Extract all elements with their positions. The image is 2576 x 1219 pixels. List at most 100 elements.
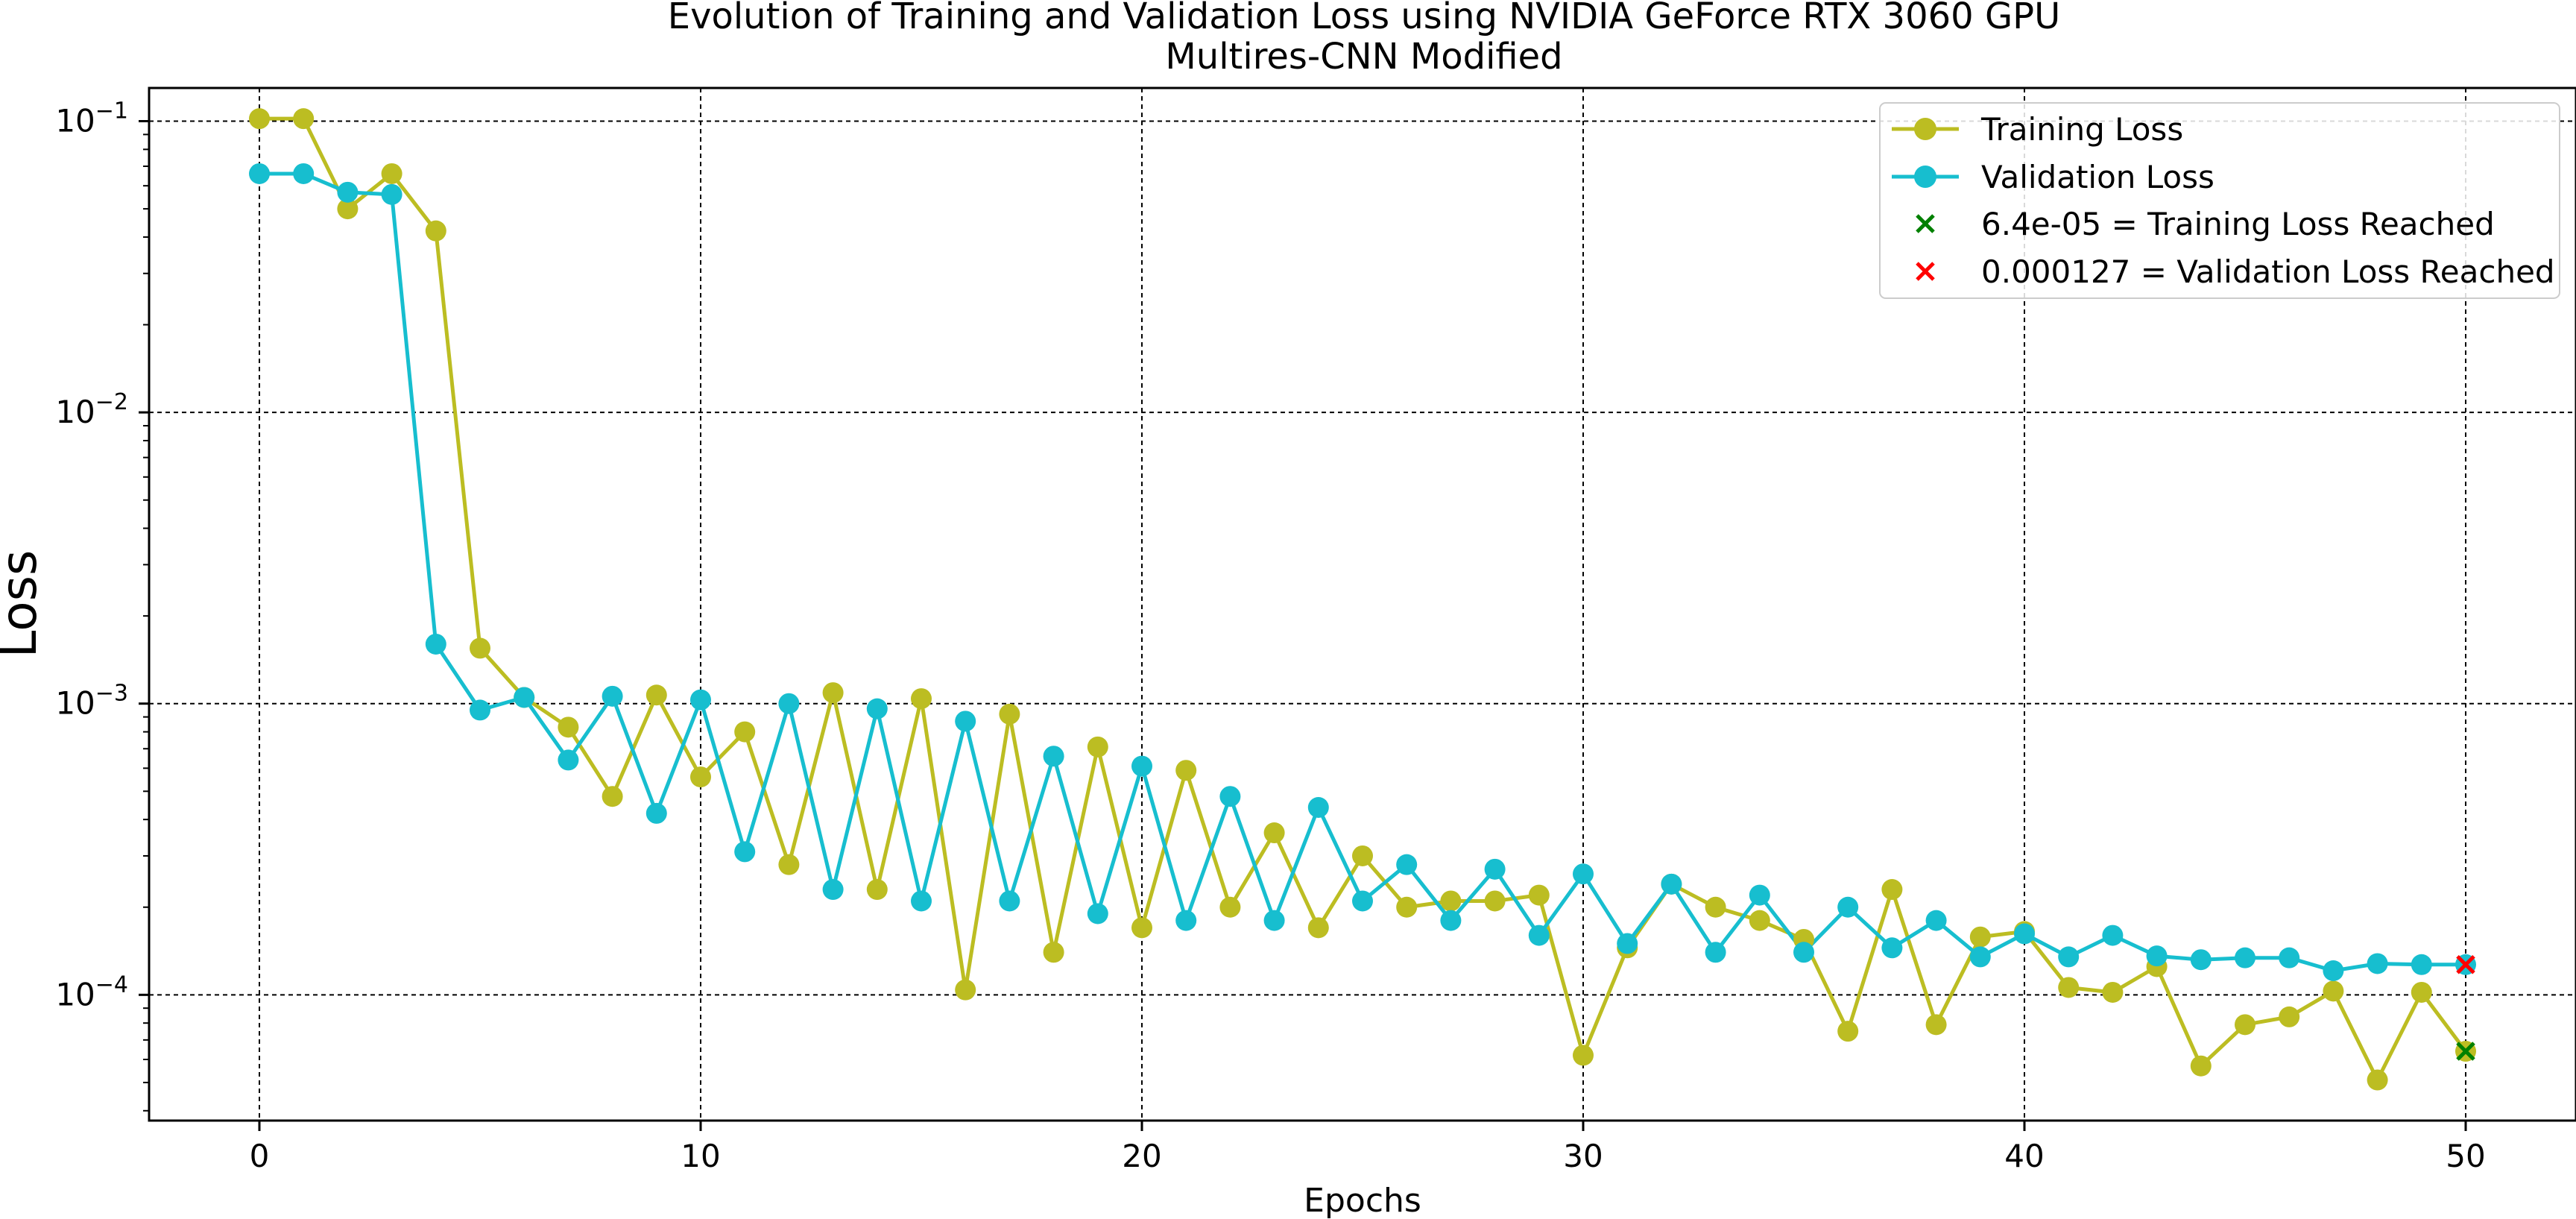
training-loss-point (1087, 736, 1108, 757)
legend-label-validation: Validation Loss (1981, 159, 2214, 195)
training-loss-point (602, 786, 623, 807)
validation-loss-point (1175, 910, 1197, 931)
chart-title: Evolution of Training and Validation Los… (668, 0, 2061, 37)
training-loss-point (1749, 910, 1770, 931)
validation-loss-point (1131, 755, 1152, 777)
legend-swatch-training-marker (1914, 118, 1936, 140)
training-loss-point (911, 688, 932, 710)
training-loss-point (1705, 896, 1726, 918)
y-axis: 10−1 10−2 10−3 10−4 (55, 98, 149, 1112)
training-loss-point (2411, 981, 2432, 1003)
training-reached-marker (2456, 1042, 2475, 1061)
validation-loss-point (1617, 933, 1638, 954)
validation-loss-point (645, 802, 667, 824)
validation-loss-point (778, 693, 800, 714)
training-loss-point (1440, 890, 1462, 912)
x-axis-label: Epochs (1304, 1182, 1421, 1219)
x-tick-label: 30 (1563, 1138, 1603, 1174)
validation-loss-point (470, 699, 490, 721)
training-loss-point (249, 108, 270, 130)
validation-loss-point (1528, 925, 1550, 946)
validation-loss-point (955, 711, 976, 732)
x-tick-label: 20 (1122, 1138, 1161, 1174)
marker-layer (2456, 955, 2475, 1061)
validation-loss-point (2279, 947, 2300, 968)
legend-box (1879, 102, 2560, 299)
x-axis: 0 10 20 30 40 50 (250, 1121, 2486, 1174)
legend-swatch-validation-reached (1916, 262, 1935, 281)
validation-loss-point (1969, 946, 1991, 968)
legend-swatch-training-reached (1916, 214, 1935, 233)
training-loss-point (1352, 845, 1373, 866)
training-loss-point (866, 879, 888, 901)
training-loss-point (381, 163, 402, 184)
validation-loss-point (2235, 947, 2255, 968)
training-loss-point (1396, 896, 1418, 918)
training-loss-point (293, 108, 315, 130)
validation-loss-point (1043, 746, 1064, 767)
validation-loss-point (1837, 896, 1859, 918)
chart-subtitle: Multires-CNN Modified (1165, 36, 1562, 78)
validation-loss-point (1263, 910, 1285, 931)
y-tick-label: 10−4 (55, 971, 128, 1012)
validation-loss-point (2102, 925, 2124, 946)
validation-loss-point (734, 841, 756, 863)
training-loss-point (2058, 977, 2080, 998)
training-loss-point (1131, 917, 1152, 939)
validation-loss-point (866, 698, 888, 719)
training-loss-point (470, 637, 490, 659)
validation-loss-point (911, 890, 932, 912)
validation-loss-point (1396, 854, 1418, 875)
training-loss-point (1573, 1045, 1594, 1066)
training-loss-point (2235, 1014, 2255, 1036)
validation-loss-point (999, 890, 1020, 912)
x-tick-label: 10 (681, 1138, 720, 1174)
training-loss-point (1175, 760, 1197, 781)
validation-reached-marker (2456, 955, 2475, 974)
training-loss-point (1307, 917, 1329, 939)
training-loss-point (2102, 981, 2124, 1003)
training-loss-point (2367, 1069, 2388, 1091)
validation-loss-point (1749, 884, 1770, 906)
validation-loss-point (1440, 910, 1462, 931)
training-loss-point (558, 716, 579, 738)
training-loss-point (1219, 896, 1241, 918)
validation-loss-point (1705, 942, 1726, 963)
training-loss-point (1484, 890, 1506, 912)
validation-loss-point (2367, 953, 2388, 974)
legend: Training Loss Validation Loss 6.4e-05 = … (1879, 102, 2560, 299)
training-loss-point (1043, 942, 1064, 963)
validation-loss-point (2323, 960, 2344, 981)
grid (149, 88, 2576, 1121)
validation-loss-point (690, 689, 711, 711)
legend-label-training: Training Loss (1980, 111, 2183, 148)
validation-loss-point (425, 633, 446, 655)
y-axis-label: Loss (0, 550, 48, 658)
training-loss-point (1837, 1021, 1859, 1042)
validation-loss-point (1881, 937, 1903, 959)
x-tick-label: 40 (2004, 1138, 2044, 1174)
validation-loss-point (1352, 890, 1373, 912)
training-loss-point (1263, 822, 1285, 844)
validation-loss-point (1573, 863, 1594, 885)
series-layer (249, 108, 2476, 1091)
training-loss-point (734, 721, 756, 743)
validation-loss-point (249, 163, 270, 184)
training-loss-point (1969, 926, 1991, 948)
training-loss-point (2323, 980, 2344, 1002)
validation-loss-point (1484, 858, 1506, 880)
x-tick-label: 50 (2446, 1138, 2485, 1174)
validation-loss-point (558, 749, 579, 771)
validation-loss-point (337, 181, 359, 203)
y-tick-label: 10−2 (55, 389, 128, 430)
validation-loss-point (2146, 945, 2168, 967)
y-tick-label: 10−1 (55, 98, 128, 139)
y-tick-label: 10−3 (55, 681, 128, 722)
training-loss-point (1925, 1014, 1947, 1036)
training-loss-point (2190, 1055, 2212, 1077)
validation-loss-point (2411, 954, 2432, 975)
training-loss-point (999, 703, 1020, 725)
validation-loss-point (2014, 923, 2035, 945)
training-loss-point (2279, 1006, 2300, 1027)
training-loss-point (690, 766, 711, 788)
